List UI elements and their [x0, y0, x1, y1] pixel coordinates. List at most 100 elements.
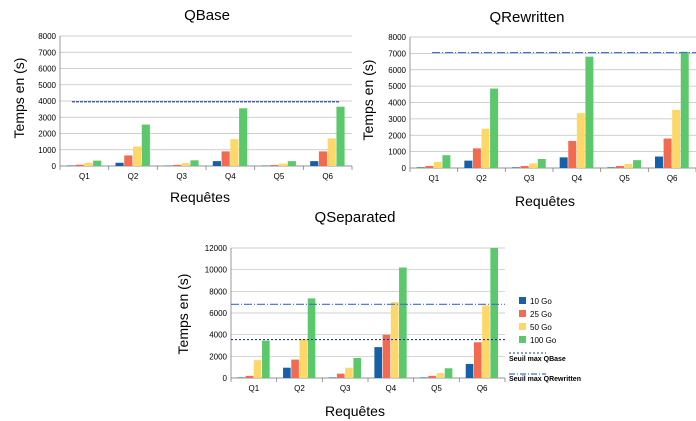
x-tick-label: Q5	[431, 384, 442, 393]
bar	[133, 146, 142, 166]
bar	[624, 163, 633, 168]
y-axis-label: Temps en (s)	[175, 274, 191, 355]
bar	[374, 347, 383, 378]
bar	[607, 167, 616, 168]
bar	[299, 339, 308, 378]
bar	[481, 128, 490, 168]
x-axis-label: Requêtes	[515, 193, 575, 209]
bar	[245, 375, 254, 378]
bar	[529, 163, 538, 168]
legend-label: 100 Go	[530, 336, 557, 345]
bar	[75, 164, 84, 166]
bar	[283, 367, 291, 378]
x-axis-label: Requêtes	[170, 189, 230, 205]
bar	[230, 139, 239, 166]
bar	[444, 368, 453, 378]
y-tick-label: 12000	[205, 244, 228, 253]
bar	[336, 373, 345, 378]
bar	[576, 113, 585, 168]
x-tick-label: Q5	[274, 172, 285, 181]
y-tick-label: 0	[52, 162, 57, 171]
chart-title: QSeparated	[315, 209, 396, 226]
y-tick-label: 0	[402, 164, 407, 173]
bar	[353, 357, 362, 378]
bar	[490, 248, 499, 378]
bar	[680, 51, 689, 168]
bar	[181, 163, 190, 166]
bar	[559, 157, 568, 168]
bar	[416, 167, 425, 168]
x-tick-label: Q2	[294, 384, 305, 393]
legend-label: 50 Go	[530, 323, 552, 332]
legend-swatch	[519, 336, 526, 343]
qseparated-chart: QSeparated Temps en (s) Requêtes 0 2000 40…	[175, 209, 506, 419]
bar	[672, 109, 681, 168]
legend-swatch	[519, 323, 526, 330]
bar	[472, 148, 481, 168]
bar	[425, 166, 434, 168]
x-tick-label: Q1	[79, 172, 90, 181]
chart-title: QBase	[184, 7, 230, 24]
bar	[93, 160, 102, 166]
y-tick-label: 4000	[38, 97, 56, 106]
bar	[253, 360, 262, 378]
x-tick-label: Q4	[571, 174, 582, 183]
bar	[382, 334, 391, 378]
bar	[115, 162, 124, 166]
y-tick-label: 1000	[38, 146, 56, 155]
x-tick-label: Q6	[477, 384, 488, 393]
bar	[318, 151, 328, 166]
y-tick-label: 6000	[388, 66, 406, 75]
bar	[520, 166, 529, 168]
bar	[473, 342, 482, 378]
x-tick-label: Q5	[619, 174, 630, 183]
bar	[124, 155, 133, 166]
bar	[190, 160, 199, 166]
y-axis-label: Temps en (s)	[11, 58, 27, 139]
y-tick-label: 10000	[205, 266, 228, 275]
bar	[615, 166, 624, 168]
bar	[436, 373, 445, 378]
y-tick-label: 8000	[38, 32, 56, 41]
x-tick-label: Q1	[248, 384, 259, 393]
x-tick-label: Q6	[322, 172, 333, 181]
bar	[585, 56, 594, 168]
y-axis-label: Temps en (s)	[360, 60, 376, 141]
x-tick-label: Q1	[428, 174, 439, 183]
x-tick-label: Q4	[385, 384, 396, 393]
bar	[345, 367, 353, 378]
bar	[279, 163, 288, 166]
bar	[141, 124, 150, 166]
y-tick-label: 2000	[209, 352, 227, 361]
bar	[420, 377, 428, 378]
bar	[291, 359, 299, 378]
legend-swatch	[519, 297, 526, 304]
y-tick-label: 2000	[388, 131, 406, 140]
bar	[433, 161, 442, 168]
bar	[663, 138, 672, 168]
bar	[464, 160, 473, 168]
legend-label: 10 Go	[530, 297, 552, 306]
bar	[512, 167, 520, 168]
y-tick-label: 5000	[38, 81, 56, 90]
legend-threshold-qrewritten-label: Seuil max QRewritten	[509, 376, 581, 383]
x-axis-label: Requêtes	[325, 403, 385, 419]
bar	[399, 267, 407, 378]
x-tick-label: Q4	[225, 172, 236, 181]
x-tick-label: Q3	[176, 172, 187, 181]
y-tick-label: 7000	[388, 49, 406, 58]
bar	[336, 106, 345, 166]
bar	[212, 161, 221, 166]
qbase-chart: QBase Temps en (s) Requêtes 0 1000 2000 300…	[11, 7, 353, 205]
y-tick-label: 2000	[38, 130, 56, 139]
y-tick-label: 3000	[38, 113, 56, 122]
x-tick-label: Q3	[340, 384, 351, 393]
bar	[270, 165, 279, 166]
bar	[221, 151, 230, 166]
bar	[442, 155, 451, 168]
legend-label: 25 Go	[530, 310, 552, 319]
x-tick-label: Q2	[476, 174, 487, 183]
legend-threshold-qbase-label: Seuil max QBase	[509, 356, 566, 363]
y-tick-label: 7000	[38, 48, 56, 57]
bar	[465, 363, 474, 378]
